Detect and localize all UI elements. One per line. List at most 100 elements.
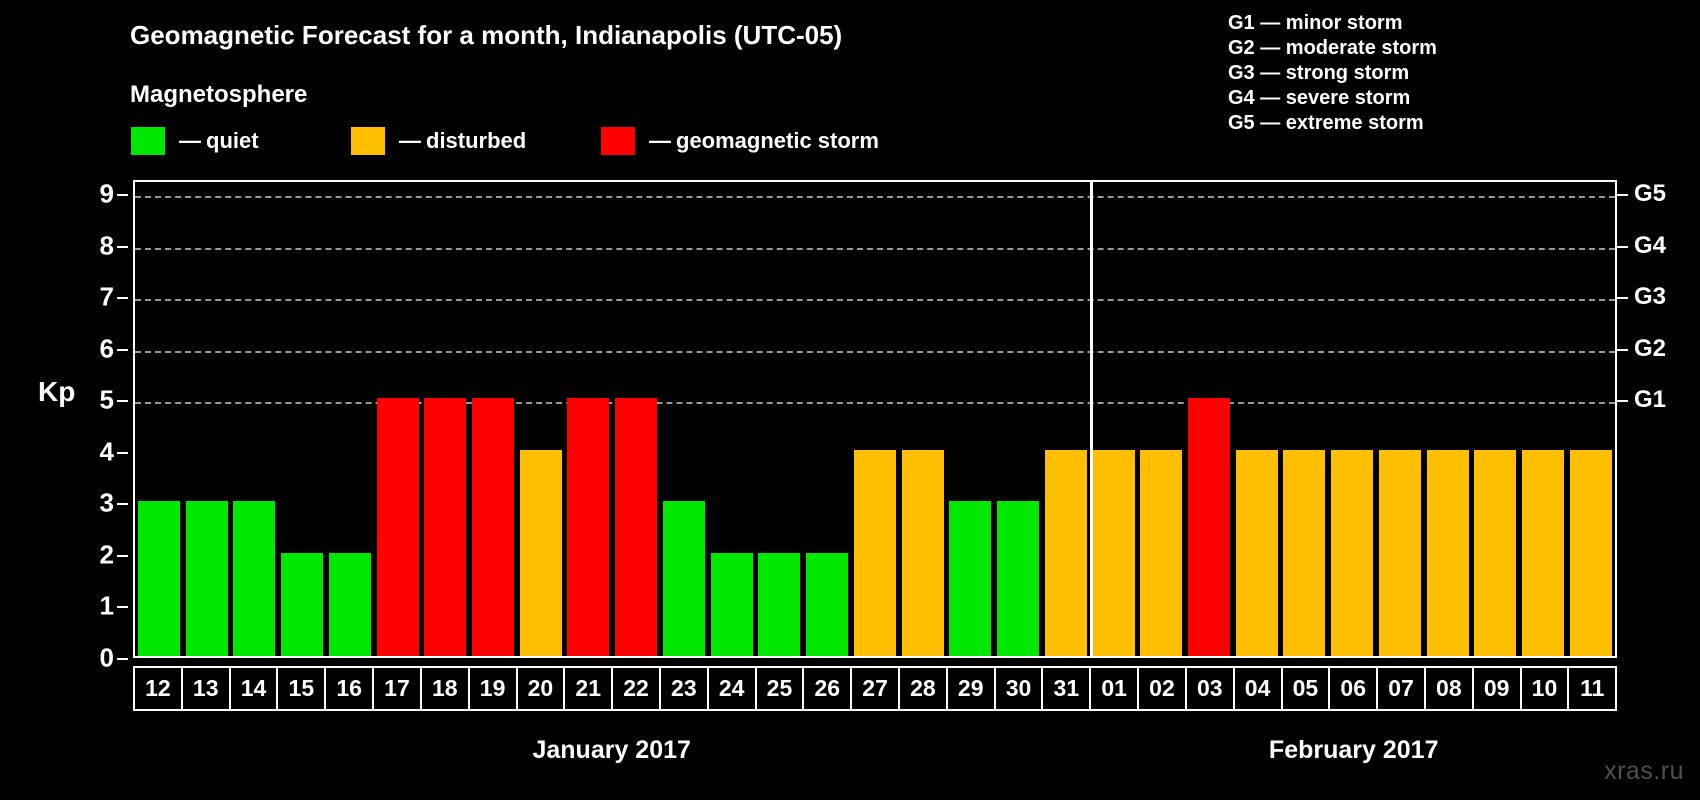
bar-day-10[interactable] [1522, 449, 1565, 656]
day-label-12[interactable]: 12 [135, 668, 183, 709]
bar-slot[interactable] [1328, 182, 1376, 656]
day-label-23[interactable]: 23 [660, 668, 709, 709]
bar-slot[interactable] [1567, 182, 1615, 656]
bar-day-15[interactable] [281, 552, 324, 656]
bar-slot[interactable] [1376, 182, 1424, 656]
bar-slot[interactable] [708, 182, 756, 656]
bar-day-21[interactable] [567, 398, 610, 656]
bar-day-23[interactable] [662, 501, 705, 656]
day-label-21[interactable]: 21 [565, 668, 614, 709]
kp-tick-label-2: 2 [99, 539, 114, 570]
bar-day-12[interactable] [137, 501, 180, 656]
bar-slot[interactable] [1519, 182, 1567, 656]
bar-slot[interactable] [421, 182, 469, 656]
day-label-24[interactable]: 24 [708, 668, 757, 709]
day-label-31[interactable]: 31 [1043, 668, 1092, 709]
day-label-05[interactable]: 05 [1282, 668, 1331, 709]
bar-slot[interactable] [1281, 182, 1329, 656]
day-label-02[interactable]: 02 [1139, 668, 1187, 709]
bar-day-11[interactable] [1569, 449, 1612, 656]
kp-tick-mark-3 [117, 503, 128, 506]
bar-slot[interactable] [183, 182, 231, 656]
bar-day-08[interactable] [1426, 449, 1469, 656]
day-label-10[interactable]: 10 [1521, 668, 1570, 709]
magnetosphere-label: Magnetosphere [130, 81, 308, 108]
bar-day-13[interactable] [185, 501, 228, 656]
bar-day-20[interactable] [519, 449, 562, 656]
bar-day-29[interactable] [949, 501, 992, 656]
bar-day-09[interactable] [1474, 449, 1517, 656]
bar-day-02[interactable] [1140, 449, 1183, 656]
bar-day-14[interactable] [233, 501, 276, 656]
day-label-15[interactable]: 15 [278, 668, 327, 709]
day-label-04[interactable]: 04 [1234, 668, 1283, 709]
day-label-19[interactable]: 19 [469, 668, 518, 709]
day-label-18[interactable]: 18 [421, 668, 470, 709]
day-label-06[interactable]: 06 [1330, 668, 1379, 709]
bar-slot[interactable] [1424, 182, 1472, 656]
bar-slot[interactable] [374, 182, 422, 656]
bar-slot[interactable] [230, 182, 278, 656]
bar-day-27[interactable] [853, 449, 896, 656]
bar-slot[interactable] [565, 182, 613, 656]
day-label-29[interactable]: 29 [947, 668, 996, 709]
day-label-25[interactable]: 25 [756, 668, 805, 709]
bar-slot[interactable] [469, 182, 517, 656]
day-label-22[interactable]: 22 [613, 668, 661, 709]
day-label-13[interactable]: 13 [182, 668, 231, 709]
bar-day-28[interactable] [901, 449, 944, 656]
bar-slot[interactable] [135, 182, 183, 656]
day-label-20[interactable]: 20 [517, 668, 566, 709]
bar-slot[interactable] [1472, 182, 1520, 656]
day-label-08[interactable]: 08 [1425, 668, 1474, 709]
legend-label: disturbed [426, 128, 527, 153]
bar-day-31[interactable] [1044, 449, 1087, 656]
day-label-16[interactable]: 16 [326, 668, 375, 709]
bar-day-30[interactable] [997, 501, 1040, 656]
day-label-09[interactable]: 09 [1473, 668, 1522, 709]
day-label-11[interactable]: 11 [1569, 668, 1616, 709]
bar-slot[interactable] [851, 182, 899, 656]
bar-slot[interactable] [1137, 182, 1185, 656]
day-label-17[interactable]: 17 [374, 668, 422, 709]
day-label-27[interactable]: 27 [852, 668, 900, 709]
bar-day-24[interactable] [710, 552, 753, 656]
bar-slot[interactable] [946, 182, 994, 656]
bar-slot[interactable] [803, 182, 851, 656]
day-label-26[interactable]: 26 [804, 668, 853, 709]
bar-slot[interactable] [756, 182, 804, 656]
bar-day-18[interactable] [424, 398, 467, 656]
bar-slot[interactable] [1042, 182, 1090, 656]
bar-day-07[interactable] [1378, 449, 1421, 656]
bar-day-19[interactable] [472, 398, 514, 656]
bar-slot[interactable] [994, 182, 1042, 656]
bar-slot[interactable] [660, 182, 708, 656]
bar-day-17[interactable] [376, 398, 419, 656]
bar-day-01[interactable] [1092, 449, 1135, 656]
day-label-03[interactable]: 03 [1186, 668, 1235, 709]
bar-day-06[interactable] [1331, 449, 1374, 656]
bar-day-05[interactable] [1283, 449, 1326, 656]
kp-tick-mark-2 [117, 554, 128, 557]
bar-slot[interactable] [517, 182, 565, 656]
bar-slot[interactable] [899, 182, 947, 656]
day-label-01[interactable]: 01 [1091, 668, 1140, 709]
bar-day-22[interactable] [615, 398, 658, 656]
legend-dash: — [399, 128, 421, 153]
day-label-28[interactable]: 28 [900, 668, 948, 709]
bar-day-25[interactable] [758, 552, 801, 656]
bar-slot[interactable] [1185, 182, 1233, 656]
bar-day-16[interactable] [328, 552, 371, 656]
bar-day-26[interactable] [806, 552, 849, 656]
bar-day-04[interactable] [1235, 449, 1278, 656]
bar-slot[interactable] [612, 182, 660, 656]
bar-slot[interactable] [278, 182, 326, 656]
bar-day-03[interactable] [1188, 398, 1231, 656]
bar-slot[interactable] [1233, 182, 1281, 656]
bar-slot[interactable] [1090, 182, 1138, 656]
day-label-30[interactable]: 30 [995, 668, 1044, 709]
day-label-07[interactable]: 07 [1378, 668, 1426, 709]
legend-label: quiet [206, 128, 259, 153]
bar-slot[interactable] [326, 182, 374, 656]
day-label-14[interactable]: 14 [230, 668, 279, 709]
